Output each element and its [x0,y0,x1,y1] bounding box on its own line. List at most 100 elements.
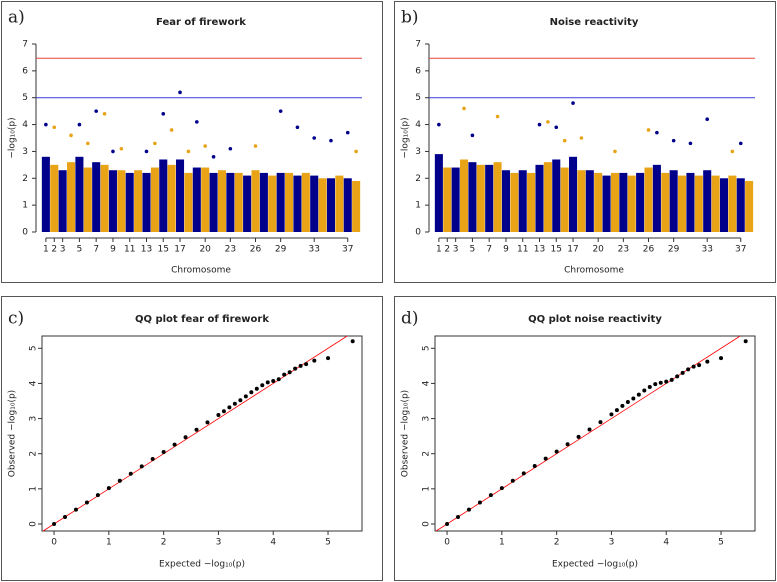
x-tick-label: 0 [444,538,450,548]
qq-point [326,356,331,361]
y-tick-label: 6 [22,66,28,76]
chromosome-bulk [736,178,745,232]
x-tick-label: 15 [551,245,562,255]
chromosome-bulk [652,164,661,232]
y-tick-label: 5 [415,93,421,103]
qq-point [686,367,691,372]
qq-point [658,380,663,385]
qq-point [350,339,355,344]
y-tick-label: 5 [422,345,432,351]
peak-point [211,155,216,159]
y-tick-label: 7 [415,40,421,50]
x-tick-label: 5 [718,538,724,548]
qq-point [587,427,592,432]
qq-point [95,493,100,498]
chromosome-bulk [167,164,176,232]
chromosome-bulk [268,175,277,232]
y-axis-label: −log₁₀(p) [401,117,411,158]
y-tick-label: 5 [29,345,39,351]
y-tick-label: 3 [22,147,28,157]
chromosome-bulk [75,156,84,232]
peak-point [94,109,98,113]
qq-point [106,486,111,491]
x-tick-label: 17 [567,245,578,255]
chromosome-bulk [125,172,134,232]
panel-frame [394,1,776,283]
chromosome-bulk [259,172,268,232]
qq-point [84,500,89,505]
peak-point [730,149,735,154]
y-tick-label: 4 [22,120,28,130]
chromosome-bulk [661,172,670,232]
peak-point [295,125,300,130]
chromosome-bulk [92,162,101,232]
x-tick-label: 17 [174,245,185,255]
x-tick-label: 11 [124,245,135,255]
qq-point [675,374,680,379]
y-tick-label: 1 [22,201,28,211]
qq-point [705,359,710,364]
peak-point [102,112,107,116]
x-tick-label: 5 [325,538,331,548]
qq-point [304,362,309,367]
peak-point [437,122,441,127]
x-tick-label: 13 [534,245,545,255]
chromosome-bulk [518,170,527,232]
peak-point [345,130,350,135]
y-tick-label: 3 [415,147,421,157]
chromosome-bulk [711,175,720,232]
chromosome-bulk [50,164,59,232]
chromosome-bulk [293,175,302,232]
x-tick-label: 4 [663,538,669,548]
qq-point [576,434,581,439]
x-tick-label: 2 [161,538,167,548]
qq-point [466,507,471,512]
qq-point [614,408,619,413]
x-tick-label: 7 [93,245,99,255]
y-tick-label: 0 [415,228,421,238]
peak-point [77,122,82,127]
peak-point [688,141,693,146]
chromosome-bulk [192,167,201,232]
peak-point [69,133,73,138]
chromosome-bulk [686,172,695,232]
x-tick-label: 3 [216,538,222,548]
chromosome-bulk [535,164,544,232]
chromosome-bulk [443,167,452,232]
chromosome-bulk [310,175,319,232]
chromosome-bulk [226,172,235,232]
qq-point [282,372,287,377]
y-tick-label: 2 [422,451,432,457]
x-tick-label: 11 [517,245,528,255]
chromosome-bulk [543,162,552,232]
qq-point [697,363,702,368]
qq-point [510,478,515,483]
chromosome-bulk [476,164,485,232]
y-tick-label: 6 [415,66,421,76]
x-tick-label: 37 [342,245,353,255]
peak-point [161,112,166,116]
qq-point [139,464,144,469]
chromosome-bulk [719,178,728,232]
chromosome-bulk [669,170,678,232]
chromosome-bulk [343,178,352,232]
panel-label: c) [8,309,24,329]
qq-point [488,493,493,498]
chromosome-bulk [58,170,67,232]
y-axis-label: Observed −log₁₀(p) [401,390,411,477]
peak-point [671,138,676,143]
chart-title: QQ plot fear of firework [135,314,269,325]
qq-point [445,521,450,526]
qq-point [620,403,625,408]
qq-point [238,398,243,403]
chromosome-bulk [468,162,477,232]
chromosome-bulk [577,170,586,232]
chromosome-bulk [285,172,294,232]
qq-point [254,386,259,391]
chromosome-bulk [493,162,502,232]
qq-point [565,442,570,447]
qq-point [532,464,537,468]
peak-point [646,128,651,132]
qq-point [276,377,281,382]
panel-label: d) [401,309,419,329]
